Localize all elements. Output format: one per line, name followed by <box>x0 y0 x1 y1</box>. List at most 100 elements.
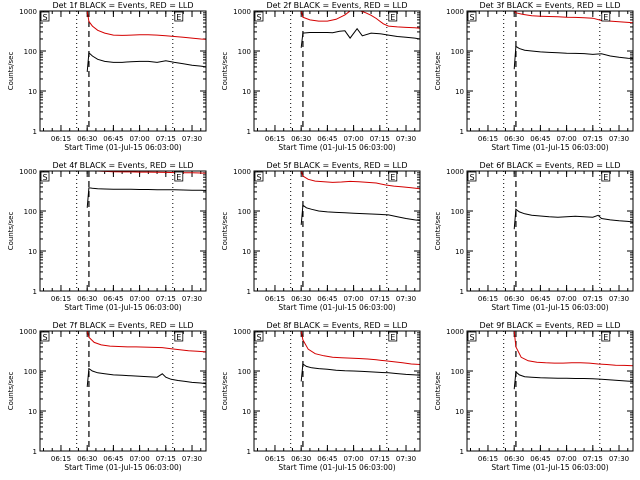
x-tick-label: 07:30 <box>609 455 629 463</box>
x-tick-label: 06:30 <box>77 135 97 143</box>
y-axis-label: Counts/sec <box>434 372 442 411</box>
detector-panel: Det 6f BLACK = Events, RED = LLD 1 10 100 10… <box>434 161 634 312</box>
detector-panel: Det 4f BLACK = Events, RED = LLD 1 10 100 10… <box>7 161 207 312</box>
corner-label-box <box>467 171 477 182</box>
corner-label: S <box>256 333 261 342</box>
y-tick-label: 1000 <box>19 8 37 16</box>
y-tick-label: 100 <box>24 208 37 216</box>
corner-label-box <box>254 171 264 182</box>
y-tick-label: 1 <box>33 288 37 296</box>
x-tick-label: 07:30 <box>182 135 202 143</box>
x-tick-label: 06:45 <box>103 455 123 463</box>
panel-title: Det 5f BLACK = Events, RED = LLD <box>266 161 407 170</box>
panel-title: Det 3f BLACK = Events, RED = LLD <box>479 1 620 10</box>
x-axis-label: Start Time (01-Jul-15 06:03:00) <box>64 303 181 312</box>
panel-title: Det 8f BLACK = Events, RED = LLD <box>266 321 407 330</box>
y-tick-label: 10 <box>28 408 37 416</box>
corner-label-box <box>254 11 264 22</box>
black-series-line <box>86 367 207 387</box>
y-axis-label: Counts/sec <box>434 52 442 91</box>
y-tick-label: 100 <box>451 368 464 376</box>
x-tick-label: 06:15 <box>265 295 285 303</box>
detector-panel: Det 7f BLACK = Events, RED = LLD 1 10 100 10… <box>7 321 207 472</box>
detector-panel: Det 9f BLACK = Events, RED = LLD 1 10 100 10… <box>434 321 634 472</box>
x-axis-label: Start Time (01-Jul-15 06:03:00) <box>491 463 608 472</box>
x-tick-label: 06:45 <box>317 455 337 463</box>
y-tick-label: 10 <box>242 408 251 416</box>
plot-frame <box>39 170 207 292</box>
y-tick-label: 1 <box>247 128 251 136</box>
x-tick-label: 06:30 <box>291 295 311 303</box>
corner-label: E <box>390 173 395 182</box>
corner-label-box <box>254 331 264 342</box>
x-tick-label: 06:30 <box>77 295 97 303</box>
x-tick-label: 07:30 <box>182 295 202 303</box>
detector-panel: Det 5f BLACK = Events, RED = LLD 1 10 100 10… <box>221 161 421 312</box>
x-tick-label: 06:30 <box>291 135 311 143</box>
x-tick-label: 06:15 <box>265 135 285 143</box>
y-tick-label: 100 <box>451 208 464 216</box>
x-tick-label: 07:30 <box>609 135 629 143</box>
y-tick-label: 100 <box>238 48 251 56</box>
black-series-line <box>300 27 421 48</box>
y-tick-label: 100 <box>24 368 37 376</box>
corner-label-box <box>467 331 477 342</box>
corner-label: E <box>176 173 181 182</box>
y-tick-label: 1000 <box>233 168 251 176</box>
x-tick-label: 06:15 <box>478 295 498 303</box>
y-axis-label: Counts/sec <box>221 372 229 411</box>
x-tick-label: 06:30 <box>504 135 524 143</box>
x-tick-label: 07:15 <box>156 135 176 143</box>
y-axis-label: Counts/sec <box>7 52 15 91</box>
x-tick-label: 06:45 <box>317 135 337 143</box>
x-tick-label: 07:00 <box>130 455 150 463</box>
y-tick-label: 10 <box>455 248 464 256</box>
corner-label: S <box>42 333 47 342</box>
corner-label-box <box>40 171 50 182</box>
y-tick-label: 1 <box>460 128 464 136</box>
corner-label-box <box>467 11 477 22</box>
y-tick-label: 100 <box>451 48 464 56</box>
x-tick-label: 07:30 <box>396 295 416 303</box>
x-tick-label: 06:45 <box>103 135 123 143</box>
x-tick-label: 06:30 <box>504 295 524 303</box>
y-tick-label: 100 <box>24 48 37 56</box>
corner-label-box <box>388 11 398 22</box>
panel-title: Det 6f BLACK = Events, RED = LLD <box>479 161 620 170</box>
x-tick-label: 06:30 <box>504 455 524 463</box>
x-tick-label: 07:15 <box>370 455 390 463</box>
corner-label: E <box>390 13 395 22</box>
x-tick-label: 07:00 <box>130 295 150 303</box>
x-tick-label: 07:00 <box>344 455 364 463</box>
x-tick-label: 07:00 <box>557 135 577 143</box>
x-tick-label: 07:30 <box>182 455 202 463</box>
y-axis-label: Counts/sec <box>7 212 15 251</box>
plot-frame <box>39 10 207 132</box>
corner-label: E <box>603 173 608 182</box>
black-series-line <box>86 51 207 72</box>
y-tick-label: 1 <box>460 448 464 456</box>
y-tick-label: 10 <box>28 88 37 96</box>
corner-label: S <box>469 173 474 182</box>
y-tick-label: 10 <box>242 248 251 256</box>
y-tick-label: 10 <box>242 88 251 96</box>
x-tick-label: 06:45 <box>530 295 550 303</box>
y-tick-label: 1 <box>460 288 464 296</box>
corner-label: E <box>603 333 608 342</box>
detector-panel: Det 8f BLACK = Events, RED = LLD 1 10 100 10… <box>221 321 421 472</box>
y-tick-label: 1 <box>247 288 251 296</box>
corner-label-box <box>40 331 50 342</box>
x-axis-label: Start Time (01-Jul-15 06:03:00) <box>64 143 181 152</box>
x-tick-label: 06:15 <box>51 135 71 143</box>
corner-label-box <box>601 171 611 182</box>
corner-label-box <box>174 331 184 342</box>
y-tick-label: 1000 <box>446 8 464 16</box>
x-tick-label: 06:15 <box>51 455 71 463</box>
y-tick-label: 1 <box>247 448 251 456</box>
plot-frame <box>466 330 634 452</box>
y-tick-label: 1000 <box>446 168 464 176</box>
x-axis-label: Start Time (01-Jul-15 06:03:00) <box>278 303 395 312</box>
y-axis-label: Counts/sec <box>434 212 442 251</box>
corner-label: E <box>176 13 181 22</box>
y-tick-label: 1000 <box>446 328 464 336</box>
